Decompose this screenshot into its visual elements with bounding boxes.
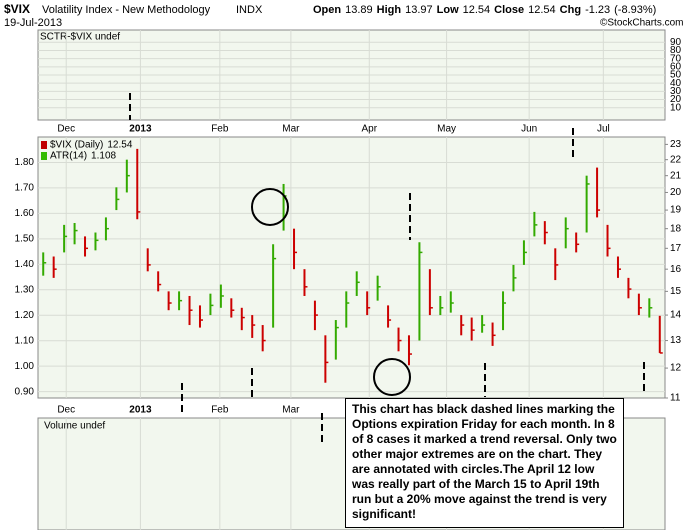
x-tick-label: 2013 <box>129 124 152 135</box>
y2-tick-label: 15 <box>670 286 682 297</box>
legend-swatch <box>41 141 47 149</box>
circle <box>251 188 289 226</box>
quote-low: 12.54 <box>463 4 491 16</box>
top-y-tick-label: 70 <box>670 53 682 64</box>
y2-tick-label: 17 <box>670 243 682 254</box>
top-y-tick-label: 90 <box>670 37 682 48</box>
price-panel <box>37 136 666 399</box>
exchange: INDX <box>236 4 263 16</box>
legend: $VIX (Daily) 12.54 ATR(14) 1.108 <box>41 140 133 162</box>
quote-high: 13.97 <box>405 4 433 16</box>
annotations <box>129 93 645 443</box>
quote-close: 12.54 <box>528 4 556 16</box>
top-y-tick-label: 20 <box>670 94 682 105</box>
y2-tick-label: 11 <box>670 393 681 404</box>
x-tick-label: Apr <box>361 124 377 135</box>
x-tick-label: Feb <box>211 124 229 135</box>
y2-tick-label: 23 <box>670 139 682 150</box>
top-y-tick-label: 30 <box>670 86 682 97</box>
y2-tick-label: 18 <box>670 223 682 234</box>
quote-close-label: Close <box>494 4 524 16</box>
quote-low-label: Low <box>437 4 459 16</box>
y2-tick-label: 16 <box>670 264 682 275</box>
y2-tick-label: 12 <box>670 363 682 374</box>
credit: ©StockCharts.com <box>600 18 684 29</box>
y2-tick-label: 13 <box>670 335 682 346</box>
top-y-tick-label: 80 <box>670 45 682 56</box>
legend-swatch <box>41 152 47 160</box>
y-tick-label: 1.20 <box>15 310 35 321</box>
x-tick-label: May <box>437 124 456 135</box>
quote-chg-pct: (-8.93%) <box>614 4 656 16</box>
x-tick-label: Dec <box>57 124 75 135</box>
circle <box>373 358 411 396</box>
title: Volatility Index - New Methodology <box>42 4 211 16</box>
top-y-tick-label: 60 <box>670 61 682 72</box>
y-tick-label: 1.50 <box>15 233 35 244</box>
top-panel-label: SCTR-$VIX undef <box>40 32 120 43</box>
y2-tick-label: 20 <box>670 187 682 198</box>
y-tick-label: 1.10 <box>15 335 35 346</box>
x-tick-label: Mar <box>282 124 300 135</box>
quote-open: 13.89 <box>345 4 373 16</box>
x-tick-label: Dec <box>57 405 75 416</box>
legend-name: $VIX (Daily) <box>50 140 103 151</box>
header: $VIX Volatility Index - New Methodology … <box>4 2 684 431</box>
quote-chg: -1.23 <box>585 4 610 16</box>
y-tick-label: 1.00 <box>15 361 35 372</box>
x-tick-label: Jun <box>521 124 537 135</box>
bars <box>42 148 663 383</box>
top-y-tick-label: 50 <box>670 70 682 81</box>
volume-panel-label: Volume undef <box>44 421 105 432</box>
y-tick-label: 1.70 <box>15 183 35 194</box>
y-tick-label: 1.60 <box>15 208 35 219</box>
date: 19-Jul-2013 <box>4 17 62 29</box>
annotation-box: This chart has black dashed lines markin… <box>345 398 624 528</box>
quote: Open 13.89 High 13.97 Low 12.54 Close 12.54 Chg -… <box>313 4 656 16</box>
y2-tick-label: 22 <box>670 154 682 165</box>
top-y-tick-label: 40 <box>670 78 682 89</box>
y2-tick-label: 14 <box>670 310 682 321</box>
legend-name: ATR(14) <box>50 151 87 162</box>
quote-chg-label: Chg <box>560 4 581 16</box>
x-tick-label: Mar <box>282 405 300 416</box>
legend-value: 1.108 <box>91 151 116 162</box>
symbol: $VIX <box>4 2 30 16</box>
x-tick-label: Jul <box>597 124 610 135</box>
y-tick-label: 1.80 <box>15 157 35 168</box>
y-tick-label: 1.40 <box>15 259 35 270</box>
x-tick-label: Feb <box>211 405 229 416</box>
y-tick-label: 1.30 <box>15 284 35 295</box>
x-tick-label: 2013 <box>129 405 152 416</box>
quote-open-label: Open <box>313 4 341 16</box>
y-tick-label: 0.90 <box>15 386 35 397</box>
quote-high-label: High <box>377 4 402 16</box>
y2-tick-label: 19 <box>670 205 682 216</box>
top-y-tick-label: 10 <box>670 102 682 113</box>
y2-tick-label: 21 <box>670 170 682 181</box>
legend-value: 12.54 <box>107 140 132 151</box>
